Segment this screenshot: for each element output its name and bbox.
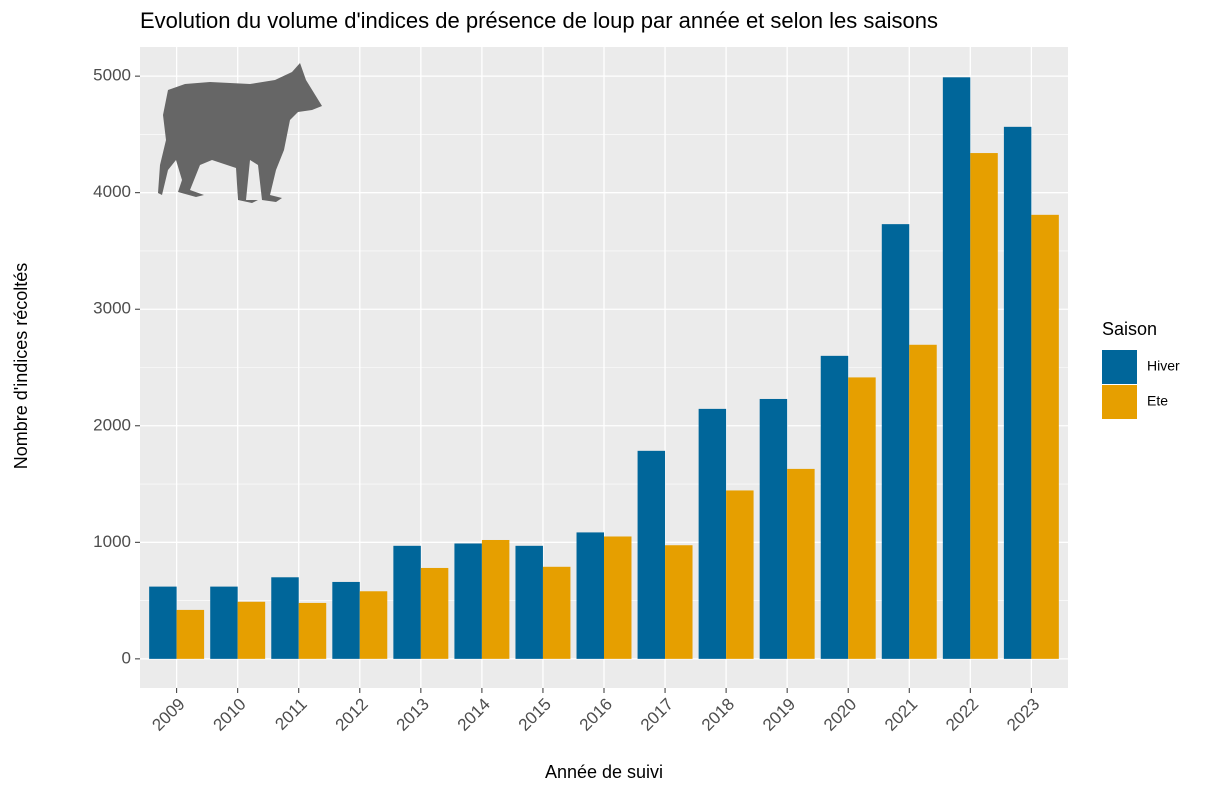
x-tick-label: 2022 bbox=[942, 695, 982, 735]
bar bbox=[665, 545, 693, 659]
bar bbox=[393, 545, 421, 659]
legend-title: Saison bbox=[1102, 319, 1157, 339]
x-tick-label: 2012 bbox=[332, 695, 372, 735]
y-tick-label: 2000 bbox=[93, 415, 131, 434]
bar bbox=[942, 77, 971, 659]
x-tick-label: 2019 bbox=[759, 695, 799, 735]
bar bbox=[298, 602, 327, 659]
x-tick-label: 2018 bbox=[698, 695, 738, 735]
x-tick-label: 2011 bbox=[271, 695, 310, 734]
bar bbox=[970, 153, 998, 659]
x-tick-label: 2009 bbox=[148, 695, 188, 735]
bar bbox=[698, 408, 727, 659]
y-axis-title: Nombre d'indices récoltés bbox=[11, 263, 31, 470]
bar bbox=[481, 539, 510, 659]
bar bbox=[820, 355, 849, 659]
legend-label: Hiver bbox=[1147, 358, 1180, 374]
x-tick-label: 2013 bbox=[393, 695, 433, 735]
bar bbox=[359, 591, 388, 659]
x-tick-label: 2015 bbox=[515, 695, 555, 735]
bar bbox=[237, 601, 266, 659]
x-tick-label: 2021 bbox=[881, 695, 921, 735]
bar bbox=[332, 581, 360, 659]
y-tick-label: 3000 bbox=[93, 299, 131, 318]
bar bbox=[576, 532, 604, 659]
y-tick-label: 0 bbox=[122, 648, 131, 667]
legend-key bbox=[1102, 385, 1137, 419]
bar bbox=[726, 490, 754, 659]
bar bbox=[1003, 126, 1032, 659]
bar bbox=[420, 567, 449, 659]
x-tick-label: 2020 bbox=[820, 695, 860, 735]
bar bbox=[515, 545, 543, 659]
bar bbox=[454, 543, 482, 659]
bar bbox=[881, 224, 910, 659]
y-tick-label: 5000 bbox=[93, 66, 131, 85]
bar bbox=[271, 577, 299, 659]
bar bbox=[759, 398, 788, 659]
bar bbox=[1031, 214, 1059, 659]
y-tick-label: 4000 bbox=[93, 182, 131, 201]
x-tick-label: 2010 bbox=[210, 695, 250, 735]
x-tick-label: 2017 bbox=[637, 695, 677, 735]
x-tick-label: 2014 bbox=[454, 695, 494, 735]
bar bbox=[542, 566, 571, 659]
bar bbox=[604, 536, 632, 659]
y-tick-label: 1000 bbox=[93, 532, 131, 551]
bar bbox=[210, 586, 238, 659]
bar bbox=[787, 468, 815, 659]
x-tick-label: 2023 bbox=[1003, 695, 1043, 735]
legend-key bbox=[1102, 350, 1137, 384]
bar bbox=[176, 609, 205, 659]
wolf-icon bbox=[158, 63, 322, 203]
bar bbox=[149, 586, 177, 659]
legend-label: Ete bbox=[1147, 393, 1168, 409]
bar bbox=[637, 450, 666, 659]
bar bbox=[848, 377, 876, 659]
bar bbox=[909, 344, 937, 659]
chart-title: Evolution du volume d'indices de présenc… bbox=[140, 8, 938, 33]
x-tick-label: 2016 bbox=[576, 695, 616, 735]
x-axis-title: Année de suivi bbox=[545, 762, 663, 782]
